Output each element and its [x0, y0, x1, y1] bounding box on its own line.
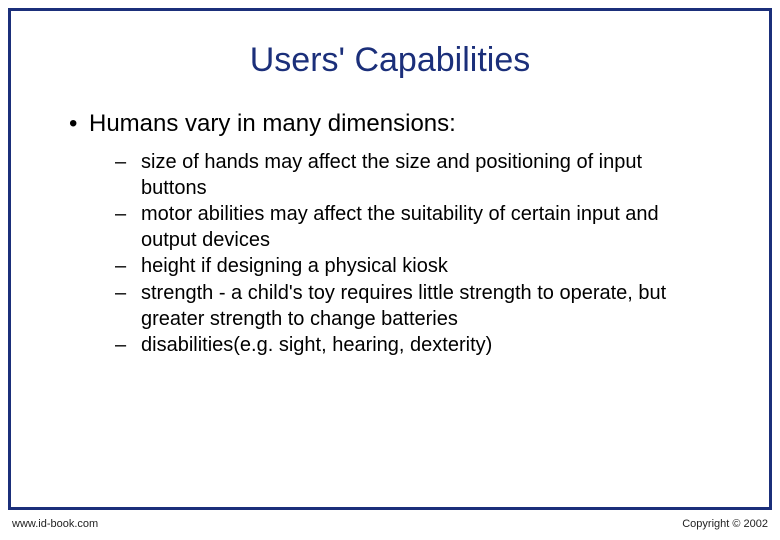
- sub-bullet: height if designing a physical kiosk: [115, 254, 711, 280]
- sub-bullet: strength - a child's toy requires little…: [115, 281, 711, 332]
- footer-copyright: Copyright © 2002: [682, 518, 768, 530]
- main-bullet: Humans vary in many dimensions:: [69, 110, 711, 138]
- sub-bullet: motor abilities may affect the suitabili…: [115, 202, 711, 253]
- slide-content: Humans vary in many dimensions: size of …: [11, 110, 769, 359]
- sub-bullet: size of hands may affect the size and po…: [115, 150, 711, 201]
- slide-title: Users' Capabilities: [11, 41, 769, 80]
- slide-footer: www.id-book.com Copyright © 2002: [8, 514, 772, 534]
- sub-bullet: disabilities(e.g. sight, hearing, dexter…: [115, 333, 711, 359]
- sub-bullet-list: size of hands may affect the size and po…: [115, 150, 711, 359]
- footer-url: www.id-book.com: [12, 518, 98, 530]
- slide-frame: Users' Capabilities Humans vary in many …: [8, 8, 772, 510]
